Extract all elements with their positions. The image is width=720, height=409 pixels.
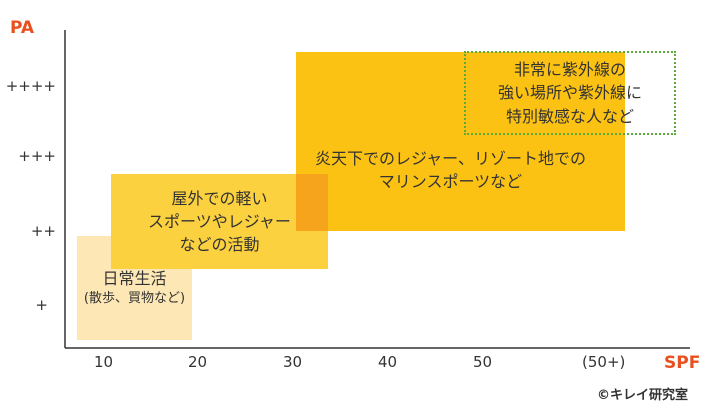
x-tick-20: 20 <box>188 353 208 371</box>
region-daily-line2: (散歩、買物など) <box>83 291 186 307</box>
x-tick-40: 40 <box>378 353 398 371</box>
region-sensitive-line1: 非常に紫外線の <box>513 60 626 80</box>
y-tick-3: +++ <box>18 147 56 165</box>
region-outdoor-line1: 屋外での軽い <box>171 188 268 208</box>
region-outdoor-line3: などの活動 <box>179 235 260 255</box>
region-hot-line1: 炎天下でのレジャー、リゾート地での <box>314 149 587 168</box>
x-tick-10: 10 <box>94 353 114 371</box>
y-tick-labels: ++++ +++ ++ + <box>0 0 56 409</box>
region-sensitive-line2: 強い場所や紫外線に <box>497 83 642 103</box>
x-tick-30: 30 <box>283 353 303 371</box>
region-sensitive-line3: 特別敏感な人など <box>505 106 634 126</box>
y-tick-1: + <box>35 296 48 314</box>
region-overlap <box>296 174 328 231</box>
y-tick-2: ++ <box>30 222 56 240</box>
region-outdoor-line2: スポーツやレジャー <box>148 211 291 231</box>
x-axis-title: SPF <box>664 353 701 373</box>
region-sensitive: 非常に紫外線の 強い場所や紫外線に 特別敏感な人など <box>464 51 676 135</box>
copyright-text: ©キレイ研究室 <box>597 388 689 403</box>
region-hot-line2: マリンスポーツなど <box>378 172 523 192</box>
region-hot-sun: 炎天下でのレジャー、リゾート地での マリンスポーツなど <box>296 52 625 231</box>
region-outdoor-light: 屋外での軽い スポーツやレジャー などの活動 <box>111 174 328 269</box>
y-axis-title: PA <box>10 18 35 38</box>
region-daily-line1: 日常生活 <box>102 268 167 288</box>
x-tick-50plus: (50+) <box>582 353 626 371</box>
y-tick-4: ++++ <box>5 77 56 95</box>
x-tick-50: 50 <box>473 353 493 371</box>
